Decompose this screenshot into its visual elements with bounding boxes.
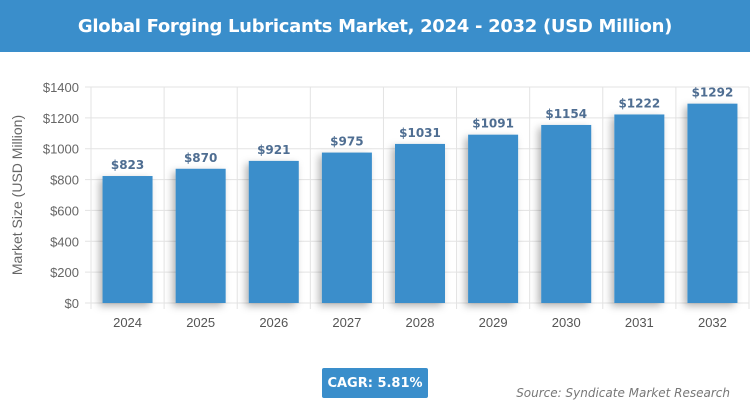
- bar: [614, 114, 665, 303]
- bar: [321, 152, 372, 303]
- x-tick-label: 2032: [698, 315, 727, 330]
- data-label: $1091: [472, 117, 514, 131]
- x-tick-label: 2027: [332, 315, 361, 330]
- y-tick-label: $200: [50, 265, 79, 280]
- data-label: $1031: [399, 126, 441, 140]
- data-label: $1154: [545, 107, 587, 121]
- x-tick-label: 2030: [552, 315, 581, 330]
- x-tick-label: 2026: [259, 315, 288, 330]
- y-tick-label: $1400: [43, 80, 79, 95]
- x-tick-label: 2031: [625, 315, 654, 330]
- bar: [541, 124, 592, 303]
- data-label: $921: [257, 143, 290, 157]
- x-tick-label: 2024: [113, 315, 142, 330]
- y-axis-label: Market Size (USD Million): [9, 115, 25, 275]
- data-label: $1292: [692, 86, 734, 100]
- y-tick-label: $0: [65, 296, 79, 311]
- data-label: $975: [330, 135, 363, 149]
- y-tick-label: $400: [50, 234, 79, 249]
- bar: [248, 160, 299, 303]
- cagr-badge: CAGR: 5.81%: [322, 368, 428, 398]
- y-tick-label: $1200: [43, 111, 79, 126]
- x-tick-label: 2025: [186, 315, 215, 330]
- data-label: $870: [184, 151, 217, 165]
- y-tick-label: $800: [50, 173, 79, 188]
- bar: [468, 134, 519, 303]
- bar: [395, 143, 445, 303]
- bar: [175, 168, 226, 303]
- bar: [687, 103, 738, 303]
- chart-title: Global Forging Lubricants Market, 2024 -…: [0, 0, 750, 52]
- bar: [102, 176, 153, 303]
- x-tick-label: 2029: [479, 315, 508, 330]
- source-note: Source: Syndicate Market Research: [516, 386, 730, 400]
- data-label: $823: [111, 158, 144, 172]
- y-tick-label: $600: [50, 203, 79, 218]
- y-tick-label: $1000: [43, 142, 79, 157]
- data-label: $1222: [618, 96, 660, 110]
- x-tick-label: 2028: [406, 315, 435, 330]
